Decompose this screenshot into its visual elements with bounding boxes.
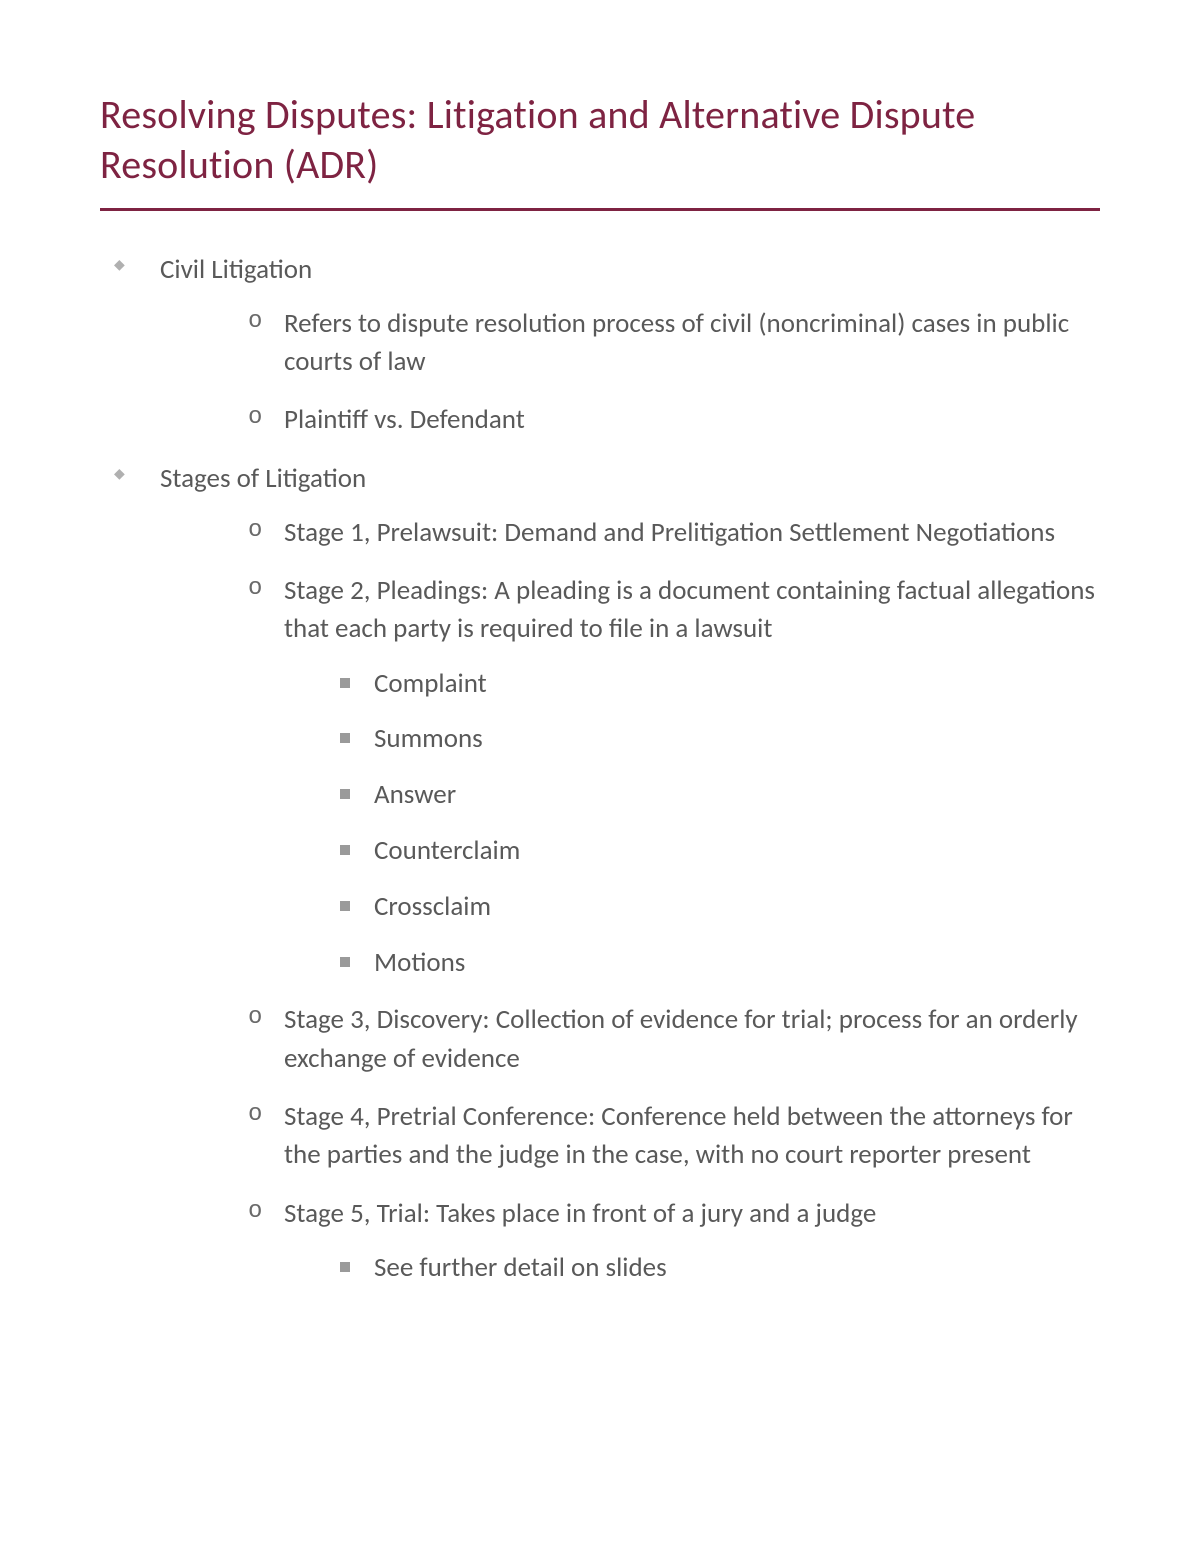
list-item-label: Summons	[374, 722, 483, 755]
list-item: Refers to dispute resolution process of …	[248, 305, 1100, 382]
list-item: Stage 4, Pretrial Conference: Conference…	[248, 1098, 1100, 1175]
list-item-label: Complaint	[374, 667, 487, 700]
list-item-label: Stage 3, Discovery: Collection of eviden…	[284, 1003, 1078, 1074]
list-item-label: Refers to dispute resolution process of …	[284, 307, 1069, 378]
list-item: Crossclaim	[340, 888, 1100, 926]
list-item: Counterclaim	[340, 832, 1100, 870]
list-item: Complaint	[340, 665, 1100, 703]
list-item-label: Stage 5, Trial: Takes place in front of …	[284, 1197, 876, 1230]
list-item: See further detail on slides	[340, 1249, 1100, 1287]
outline-level-2: Refers to dispute resolution process of …	[248, 305, 1100, 440]
list-item-label: Motions	[374, 946, 465, 979]
list-item-label: Answer	[374, 778, 456, 811]
outline-level-2: Stage 1, Prelawsuit: Demand and Prelitig…	[248, 514, 1100, 1287]
outline-level-3: Complaint Summons Answer Counterclaim Cr…	[340, 665, 1100, 982]
list-item: Answer	[340, 776, 1100, 814]
list-item: Stage 1, Prelawsuit: Demand and Prelitig…	[248, 514, 1100, 552]
list-item: Civil Litigation Refers to dispute resol…	[100, 251, 1100, 440]
list-item-label: Stage 4, Pretrial Conference: Conference…	[284, 1100, 1073, 1171]
outline-level-3: See further detail on slides	[340, 1249, 1100, 1287]
list-item: Stage 3, Discovery: Collection of eviden…	[248, 1001, 1100, 1078]
document-page: Resolving Disputes: Litigation and Alter…	[0, 0, 1200, 1407]
list-item: Stage 2, Pleadings: A pleading is a docu…	[248, 572, 1100, 981]
list-item-label: Stage 1, Prelawsuit: Demand and Prelitig…	[284, 516, 1055, 549]
list-item-label: See further detail on slides	[374, 1251, 667, 1284]
list-item: Plaintiff vs. Defendant	[248, 401, 1100, 439]
page-title: Resolving Disputes: Litigation and Alter…	[100, 90, 1100, 190]
list-item-label: Civil Litigation	[160, 253, 312, 286]
list-item-label: Stages of Litigation	[160, 462, 366, 495]
list-item: Motions	[340, 944, 1100, 982]
list-item-label: Counterclaim	[374, 834, 520, 867]
list-item: Summons	[340, 720, 1100, 758]
list-item: Stage 5, Trial: Takes place in front of …	[248, 1195, 1100, 1287]
title-rule	[100, 208, 1100, 211]
list-item-label: Plaintiff vs. Defendant	[284, 403, 525, 436]
list-item: Stages of Litigation Stage 1, Prelawsuit…	[100, 460, 1100, 1287]
list-item-label: Stage 2, Pleadings: A pleading is a docu…	[284, 574, 1095, 645]
list-item-label: Crossclaim	[374, 890, 491, 923]
outline-level-1: Civil Litigation Refers to dispute resol…	[100, 251, 1100, 1287]
